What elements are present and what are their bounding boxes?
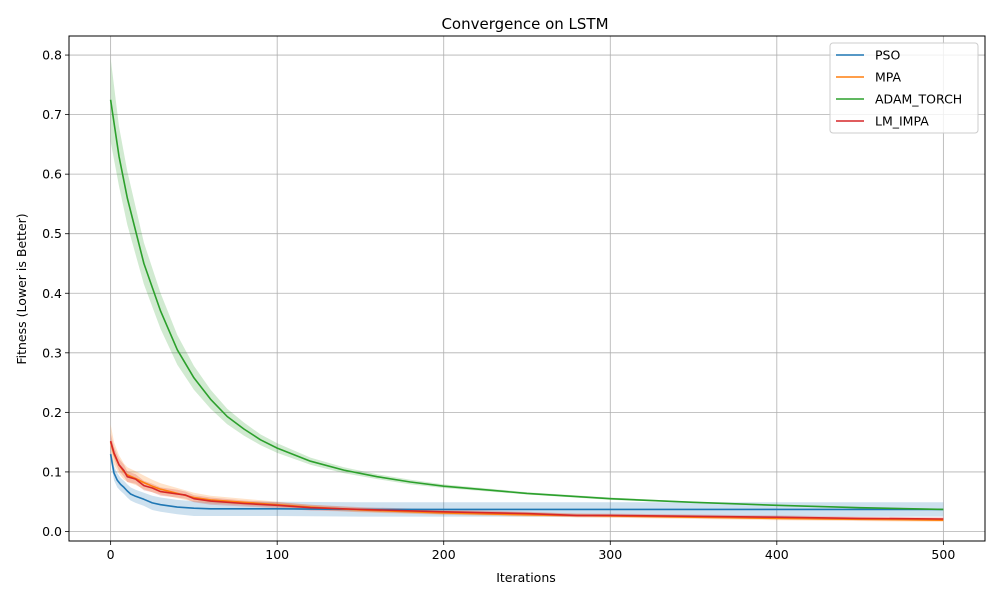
y-tick-label: 0.7	[42, 107, 62, 122]
chart-title: Convergence on LSTM	[441, 15, 608, 33]
tick-layer: 0 100 200 300 400 500 0.0 0.1 0.2 0.3 0.4 0.5 0.6 0.7…	[42, 48, 955, 562]
x-tick-label: 200	[432, 547, 456, 562]
lm-impa-line	[109, 440, 944, 520]
x-tick-label: 400	[765, 547, 789, 562]
y-tick-label: 0.8	[42, 48, 62, 63]
legend-label-pso: PSO	[875, 48, 900, 63]
y-tick-label: 0.6	[42, 167, 62, 182]
y-tick-label: 0.1	[42, 464, 62, 479]
adam-torch-line	[109, 99, 944, 511]
legend-label-lm-impa: LM_IMPA	[875, 114, 929, 129]
line-layer	[109, 99, 944, 521]
plot-frame	[68, 35, 986, 542]
x-tick-label: 500	[931, 547, 955, 562]
y-tick-label: 0.5	[42, 226, 62, 241]
pso-line	[109, 453, 944, 511]
x-tick-label: 0	[107, 547, 115, 562]
x-tick-label: 100	[265, 547, 289, 562]
legend-label-mpa: MPA	[875, 70, 902, 85]
legend: PSO MPA ADAM_TORCH LM_IMPA	[829, 42, 979, 134]
y-tick-label: 0.3	[42, 345, 62, 360]
y-tick-label: 0.2	[42, 405, 62, 420]
legend-label-adam-torch: ADAM_TORCH	[875, 92, 962, 107]
y-axis-label: Fitness (Lower is Better)	[14, 213, 29, 364]
grid-layer	[69, 36, 985, 541]
x-tick-label: 300	[598, 547, 622, 562]
legend-box	[829, 42, 979, 134]
y-tick-label: 0.4	[42, 286, 62, 301]
x-axis-label: Iterations	[496, 570, 556, 585]
y-tick-label: 0.0	[42, 524, 62, 539]
